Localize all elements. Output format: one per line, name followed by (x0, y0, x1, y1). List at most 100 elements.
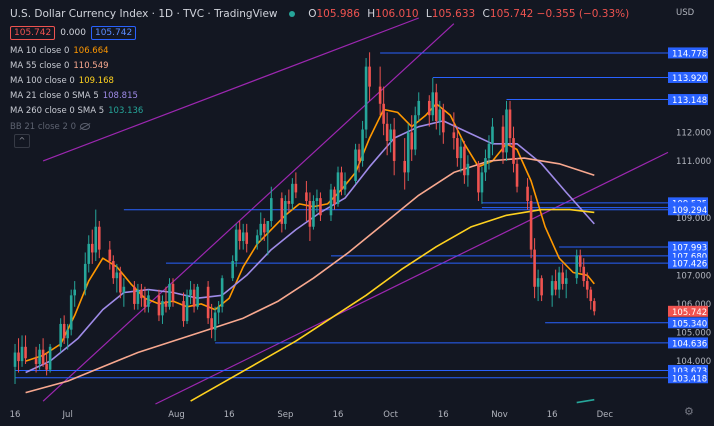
sell-button[interactable]: 105.742 (10, 26, 56, 40)
candle-body (213, 312, 217, 330)
candle-body (438, 109, 442, 121)
price-level-tag (668, 250, 708, 262)
price-level-label: 107.426 (672, 260, 707, 270)
indicator-label: MA 260 close 0 SMA 5 (10, 106, 105, 116)
indicator-row[interactable]: MA 10 close 0 106.664 (10, 46, 109, 56)
candle-body (157, 295, 161, 316)
x-axis: 16 Jul Aug 16 Sep 16 Oct 16 Nov 16 Dec (10, 410, 614, 420)
price-level-label: 107.993 (672, 243, 707, 253)
candle-body (312, 200, 315, 227)
candle-body (38, 349, 41, 364)
indicator-value: 106.664 (73, 46, 109, 56)
indicator-label: MA 55 close 0 (10, 61, 70, 71)
candle-body (592, 301, 596, 312)
y-tick-label: 107.000 (676, 271, 711, 281)
price-level-tag (668, 71, 708, 83)
candle-body (417, 100, 421, 116)
candle-body (368, 66, 371, 87)
candle-body (319, 198, 322, 216)
candle-body (136, 289, 140, 304)
candle-body (413, 115, 417, 150)
market-status-dot (288, 10, 295, 17)
price-level-label: 114.778 (672, 49, 707, 59)
candle-body (182, 301, 185, 322)
candle-body (378, 86, 382, 104)
price-level-tag (668, 241, 708, 253)
x-tick-label: Sep (277, 410, 293, 420)
chart-header: U.S. Dollar Currency Index · 1D · TVC · … (10, 8, 630, 20)
candle-body (463, 146, 466, 176)
candle-body (564, 278, 568, 284)
candle-body (140, 289, 143, 299)
candle-body (389, 129, 392, 141)
candle-body (73, 289, 77, 296)
ma-line (576, 398, 595, 404)
hidden-eye-icon[interactable] (80, 123, 90, 130)
candle-body (406, 132, 410, 173)
close-value: 105.742 (489, 8, 534, 20)
price-level-tag (668, 204, 708, 216)
candle-body (442, 109, 445, 133)
candle-body (238, 229, 242, 242)
high-value: 106.010 (375, 8, 419, 20)
indicator-row[interactable]: MA 100 close 0 109.168 (10, 76, 114, 86)
candle-body (515, 163, 519, 187)
candle-body (217, 306, 220, 313)
x-tick-label: Oct (383, 410, 398, 420)
indicator-row[interactable]: MA 21 close 0 SMA 5 108.815 (10, 91, 138, 101)
x-tick-label: 16 (333, 410, 344, 420)
x-tick-label: 16 (438, 410, 449, 420)
candle-body (220, 278, 224, 307)
candle-body (147, 295, 150, 307)
last-price-label: 105.742 (672, 308, 707, 318)
collapse-legend-chevron-icon[interactable]: ^ (14, 134, 30, 148)
buy-button[interactable]: 105.742 (90, 26, 137, 40)
candle-body (477, 163, 480, 193)
candle-body (392, 129, 396, 161)
x-tick-label: 16 (10, 410, 21, 420)
candle-body (354, 149, 357, 181)
candle-body (34, 358, 38, 364)
candle-body (305, 192, 308, 201)
settings-gear-icon[interactable]: ⚙ (684, 405, 694, 418)
candle-body (234, 229, 238, 262)
candle-body (115, 272, 119, 279)
y-tick-label: 112.000 (676, 128, 711, 138)
candle-body (41, 349, 45, 364)
candle-body (434, 92, 438, 121)
indicator-row[interactable]: MA 55 close 0 110.549 (10, 61, 109, 71)
indicator-row[interactable]: MA 260 close 0 SMA 5 103.136 (10, 106, 143, 116)
candle-body (466, 163, 470, 176)
candle-body (143, 298, 147, 307)
candle-body (357, 149, 361, 161)
candle-body (533, 249, 536, 287)
price-level-label: 113.148 (672, 96, 707, 106)
candle-body (315, 198, 319, 201)
candle-body (112, 261, 115, 279)
y-tick-label: 109.000 (676, 214, 711, 224)
bb-indicator[interactable]: BB 21 close 2 0 (10, 122, 90, 132)
candle-body (94, 226, 98, 253)
open-value: 105.986 (316, 8, 360, 20)
candle-body (554, 281, 557, 290)
candle-body (24, 346, 27, 359)
candle-body (62, 323, 66, 339)
candle-body (171, 283, 175, 302)
indicator-value: 103.136 (108, 106, 144, 116)
candle-body (336, 172, 340, 204)
y-tick-label: 111.000 (676, 157, 711, 167)
indicator-value: 109.168 (78, 76, 114, 86)
price-levels: 114.778113.920113.148109.535109.366109.2… (15, 47, 708, 384)
candle-body (69, 295, 73, 330)
candle-body (340, 172, 343, 190)
candle-body (294, 183, 298, 193)
candle-body (97, 226, 101, 250)
candle-body (536, 278, 540, 287)
candle-body (262, 223, 266, 233)
y-tick-label: 105.000 (676, 329, 711, 339)
candle-body (20, 346, 24, 362)
candle-body (168, 283, 171, 307)
ma-line (25, 157, 595, 394)
candle-body (291, 183, 294, 204)
